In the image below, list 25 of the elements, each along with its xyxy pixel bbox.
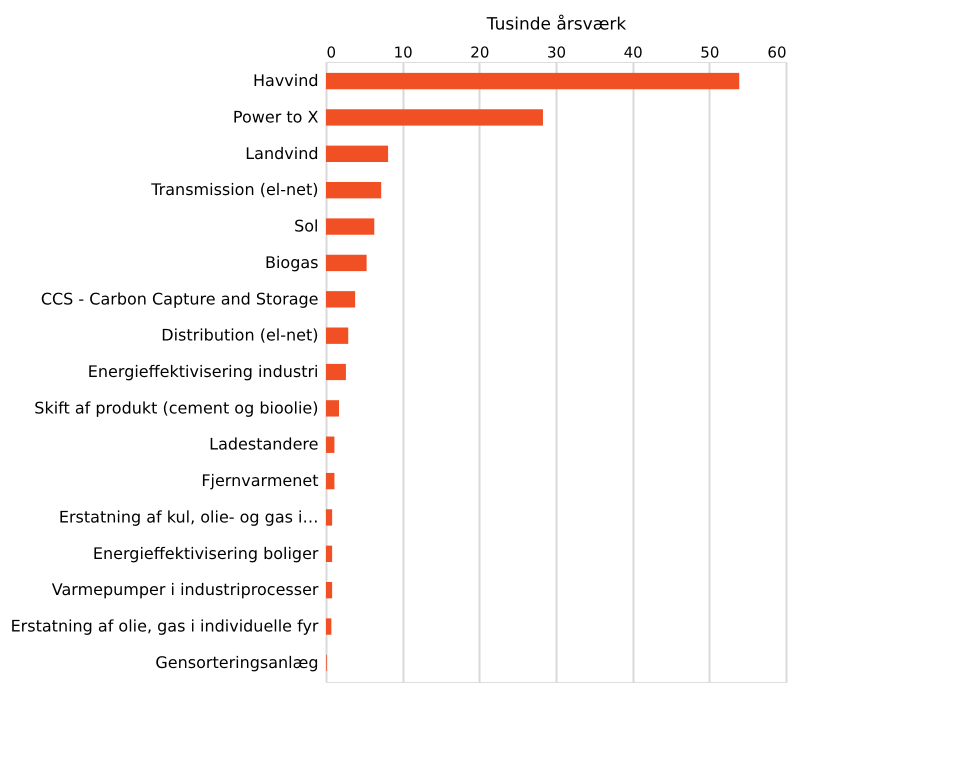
x-tick-label: 30 [546, 44, 566, 62]
y-tick-label: Distribution (el-net) [161, 326, 318, 345]
y-tick-label: Erstatning af kul, olie- og gas i… [58, 507, 318, 526]
y-tick-label: Varmepumper i industriprocesser [52, 580, 319, 600]
y-tick-label: Biogas [264, 252, 318, 272]
y-tick-label: Transmission (el-net) [150, 180, 318, 200]
y-tick-label: Fjernvarmenet [201, 471, 318, 490]
y-tick-label: Havvind [252, 71, 318, 90]
x-tick-label: 10 [394, 44, 413, 62]
y-tick-label: Skift af produkt (cement og bioolie) [34, 398, 318, 418]
y-tick-label: Sol [294, 216, 318, 236]
x-tick-label: 60 [767, 44, 786, 62]
y-tick-label: Landvind [245, 144, 318, 163]
y-tick-label: Gensorteringsanlæg [155, 652, 318, 672]
x-tick-label: 40 [624, 44, 643, 62]
y-tick-label: Ladestandere [209, 434, 318, 454]
x-tick-label: 20 [470, 44, 490, 62]
y-tick-label: Energieffektivisering industri [88, 362, 318, 381]
x-axis-title: Tusinde årsværk [486, 14, 626, 34]
x-tick-label: 50 [700, 44, 720, 62]
y-tick-label: Energieffektivisering boliger [92, 544, 319, 563]
y-tick-label: Erstatning af olie, gas i individuelle fyr [10, 616, 319, 636]
y-tick-label: Power to X [232, 107, 319, 126]
x-tick-label: 0 [326, 44, 336, 62]
y-tick-label: CCS - Carbon Capture and Storage [40, 289, 318, 308]
